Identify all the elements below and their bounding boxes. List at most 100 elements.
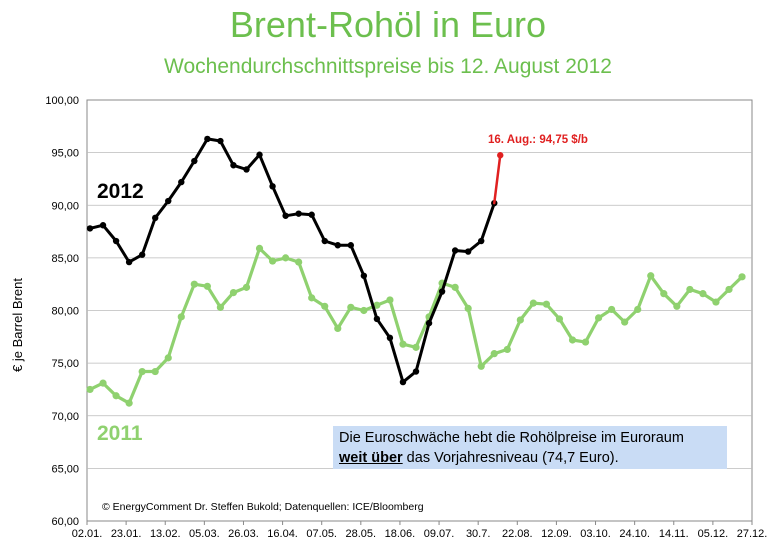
x-tick-label: 05.12. bbox=[698, 528, 729, 540]
data-point-2011 bbox=[647, 272, 655, 280]
data-point-2011 bbox=[399, 340, 407, 348]
data-point-2012 bbox=[360, 272, 368, 279]
data-point-2011 bbox=[321, 302, 329, 310]
y-tick-label: 85,00 bbox=[51, 253, 79, 265]
y-tick-label: 75,00 bbox=[51, 358, 79, 370]
data-point-2011 bbox=[138, 367, 146, 376]
data-point-2012 bbox=[269, 183, 276, 190]
y-tick-label: 60,00 bbox=[51, 516, 79, 528]
data-point-2012 bbox=[478, 237, 485, 245]
data-point-2011 bbox=[686, 285, 694, 294]
data-point-2011 bbox=[282, 254, 290, 262]
legend-2012: 2012 bbox=[97, 180, 144, 203]
data-point-2011 bbox=[347, 303, 355, 311]
data-point-2012 bbox=[308, 211, 315, 218]
data-point-2012 bbox=[112, 237, 120, 245]
data-point-2011 bbox=[568, 336, 577, 344]
data-point-2011 bbox=[295, 258, 303, 266]
data-point-2012 bbox=[347, 242, 355, 249]
y-tick-label: 70,00 bbox=[51, 411, 79, 423]
x-tick-label: 16.04. bbox=[267, 528, 298, 540]
data-point-2011 bbox=[386, 296, 394, 304]
data-point-2012 bbox=[191, 157, 198, 165]
data-point-2012 bbox=[152, 214, 159, 222]
data-point-2011 bbox=[451, 283, 459, 291]
x-tick-label: 23.01. bbox=[111, 528, 142, 540]
x-tick-label: 18.06. bbox=[385, 528, 416, 540]
data-point-2011 bbox=[621, 318, 629, 326]
y-tick-label: 80,00 bbox=[51, 306, 79, 318]
y-tick-label: 90,00 bbox=[51, 200, 79, 212]
data-point-2011 bbox=[268, 257, 277, 265]
data-point-2012 bbox=[295, 210, 302, 217]
x-tick-label: 28.05. bbox=[346, 528, 377, 540]
data-point-2011 bbox=[738, 273, 746, 281]
data-point-2011 bbox=[125, 399, 133, 407]
series-line-2011 bbox=[88, 246, 744, 405]
data-point-2012 bbox=[282, 212, 289, 219]
data-point-2011 bbox=[308, 294, 316, 302]
data-point-2011 bbox=[581, 338, 590, 346]
y-axis-label: € je Barrel Brent bbox=[10, 278, 25, 372]
data-point-2011 bbox=[712, 298, 720, 306]
x-tick-label: 02.01. bbox=[72, 528, 103, 540]
data-point-2011 bbox=[608, 305, 616, 314]
x-tick-label: 30.7. bbox=[466, 528, 490, 540]
data-point-2011 bbox=[673, 302, 681, 310]
data-point-2011 bbox=[99, 379, 107, 387]
data-point-2012 bbox=[204, 135, 211, 143]
info-box: Die Euroschwäche hebt die Rohölpreise im… bbox=[333, 426, 727, 469]
x-tick-label: 09.07. bbox=[424, 528, 455, 540]
data-point-2011 bbox=[634, 305, 642, 314]
annotation-aug16: 16. Aug.: 94,75 $/b bbox=[488, 134, 588, 146]
x-tick-label: 26.03. bbox=[228, 528, 259, 540]
data-point-2011 bbox=[660, 290, 668, 298]
series-lines bbox=[86, 135, 746, 407]
x-tick-label: 13.02. bbox=[150, 528, 181, 540]
data-point-2011 bbox=[242, 283, 251, 291]
chart-subtitle: Wochendurchschnittspreise bis 12. August… bbox=[164, 55, 612, 78]
data-point-2012 bbox=[86, 225, 94, 232]
data-point-2011 bbox=[216, 303, 225, 311]
x-tick-label: 07.05. bbox=[306, 528, 337, 540]
info-box-line2: das Vorjahresniveau (74,7 Euro). bbox=[402, 450, 619, 466]
data-point-2012 bbox=[165, 197, 172, 205]
x-tick-label: 03.10. bbox=[580, 528, 611, 540]
data-point-2011 bbox=[594, 314, 603, 322]
data-point-2011 bbox=[516, 316, 524, 324]
data-point-2012 bbox=[412, 368, 420, 375]
series-line-aug16 bbox=[493, 154, 502, 205]
data-point-2011 bbox=[255, 244, 264, 253]
data-point-2012 bbox=[386, 334, 394, 342]
x-tick-label: 05.03. bbox=[189, 528, 220, 540]
x-tick-label: 27.12. bbox=[737, 528, 768, 540]
data-point-2012 bbox=[373, 315, 381, 323]
data-point-2011 bbox=[190, 280, 198, 288]
series-2011 bbox=[86, 244, 746, 407]
info-box-line1: Die Euroschwäche hebt die Rohölpreise im… bbox=[339, 430, 684, 446]
series-aug16 bbox=[493, 152, 504, 205]
y-tick-label: 95,00 bbox=[51, 148, 79, 160]
data-point-2011 bbox=[725, 285, 733, 294]
data-point-2011 bbox=[360, 306, 368, 315]
data-point-2012 bbox=[256, 151, 263, 158]
series-line-2012 bbox=[88, 137, 496, 384]
data-point-2011 bbox=[490, 350, 498, 358]
data-point-2011 bbox=[555, 315, 564, 323]
data-point-2011 bbox=[529, 299, 537, 307]
data-point-2012 bbox=[438, 288, 446, 295]
data-point-2012 bbox=[321, 237, 328, 245]
data-point-2011 bbox=[112, 392, 120, 400]
data-point-2011 bbox=[177, 313, 185, 321]
data-point-2011 bbox=[151, 367, 159, 376]
data-point-2011 bbox=[542, 300, 551, 308]
data-point-2012 bbox=[399, 378, 407, 386]
legend-2011: 2011 bbox=[97, 422, 143, 445]
data-point-2011 bbox=[334, 324, 342, 332]
x-tick-label: 12.09. bbox=[541, 528, 572, 540]
data-point-2012 bbox=[178, 178, 185, 186]
data-point-2012 bbox=[99, 222, 107, 229]
data-point-2011 bbox=[86, 385, 94, 394]
data-point-2012 bbox=[230, 162, 237, 169]
series-2012 bbox=[86, 135, 498, 386]
